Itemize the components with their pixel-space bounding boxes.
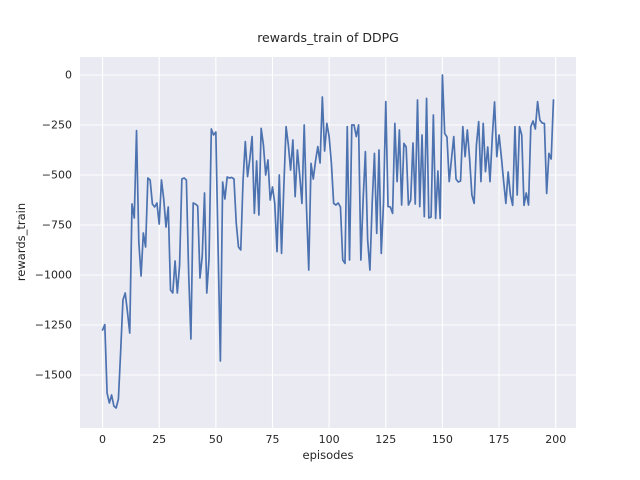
chart-title: rewards_train of DDPG (257, 30, 399, 45)
x-tick-label: 150 (431, 433, 453, 446)
y-tick-label: −500 (41, 168, 72, 182)
y-tick-label: −750 (41, 218, 72, 232)
x-tick-label: 25 (152, 433, 167, 446)
y-tick-label: −1250 (34, 318, 72, 332)
x-tick-label: 75 (265, 433, 280, 446)
plot-background (80, 57, 576, 428)
x-tick-label: 100 (318, 433, 340, 446)
x-tick-label: 50 (208, 433, 223, 446)
y-tick-label: −1500 (34, 368, 72, 382)
y-tick-label: −250 (41, 118, 72, 132)
y-tick-label: −1000 (34, 268, 72, 282)
line-chart (80, 57, 576, 428)
x-tick-label: 175 (488, 433, 510, 446)
x-tick-label: 200 (545, 433, 567, 446)
x-tick-label: 0 (99, 433, 107, 446)
x-tick-label: 125 (375, 433, 397, 446)
plot-area (80, 57, 576, 428)
x-axis-label: episodes (302, 448, 354, 462)
reward-line (101, 74, 555, 409)
y-tick-label: 0 (65, 68, 72, 82)
